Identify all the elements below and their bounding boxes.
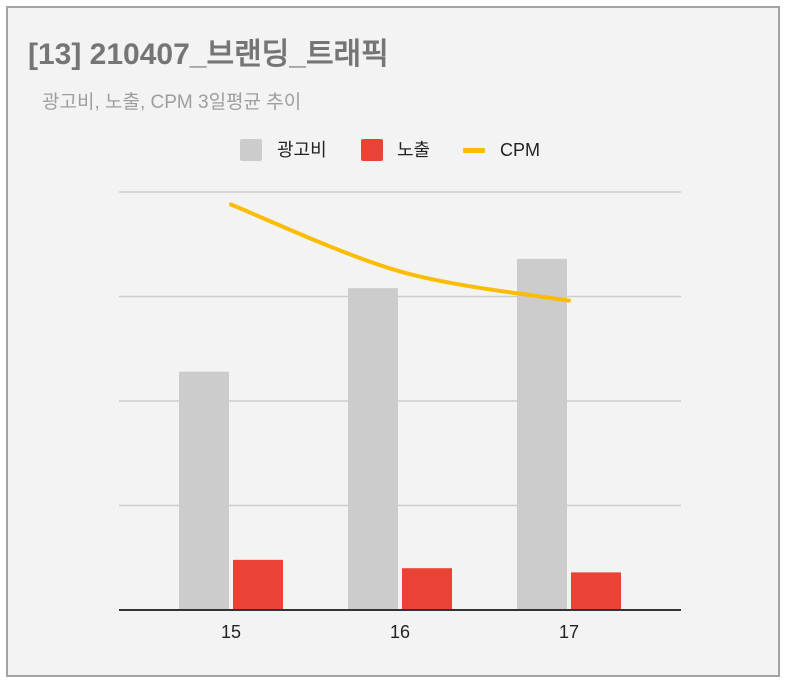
x-tick-label: 17 — [559, 622, 579, 642]
bar-impressions-17 — [571, 572, 621, 610]
chart-subtitle: 광고비, 노출, CPM 3일평균 추이 — [42, 92, 302, 113]
cpm-point-17 — [567, 298, 571, 303]
legend-label-impressions: 노출 — [397, 140, 431, 160]
x-tick-label: 15 — [221, 622, 241, 642]
cpm-point-15 — [229, 202, 233, 207]
legend-swatch-ad-spend — [240, 139, 262, 161]
legend-label-cpm: CPM — [500, 140, 540, 160]
legend-swatch-impressions — [361, 139, 383, 161]
series-cpm — [229, 202, 571, 303]
legend-swatch-cpm — [463, 148, 485, 153]
x-tick-labels: 15 16 17 — [221, 622, 579, 642]
bar-ad-spend-15 — [179, 371, 229, 610]
bar-impressions-15 — [233, 559, 283, 610]
bar-ad-spend-16 — [348, 288, 398, 610]
chart-title: [13] 210407_브랜딩_트래픽 — [28, 38, 389, 71]
bar-ad-spend-17 — [517, 258, 567, 610]
legend-label-ad-spend: 광고비 — [277, 140, 327, 160]
cpm-point-16 — [398, 269, 402, 274]
bar-impressions-16 — [402, 568, 452, 610]
bars — [179, 258, 621, 610]
x-tick-label: 16 — [390, 622, 410, 642]
